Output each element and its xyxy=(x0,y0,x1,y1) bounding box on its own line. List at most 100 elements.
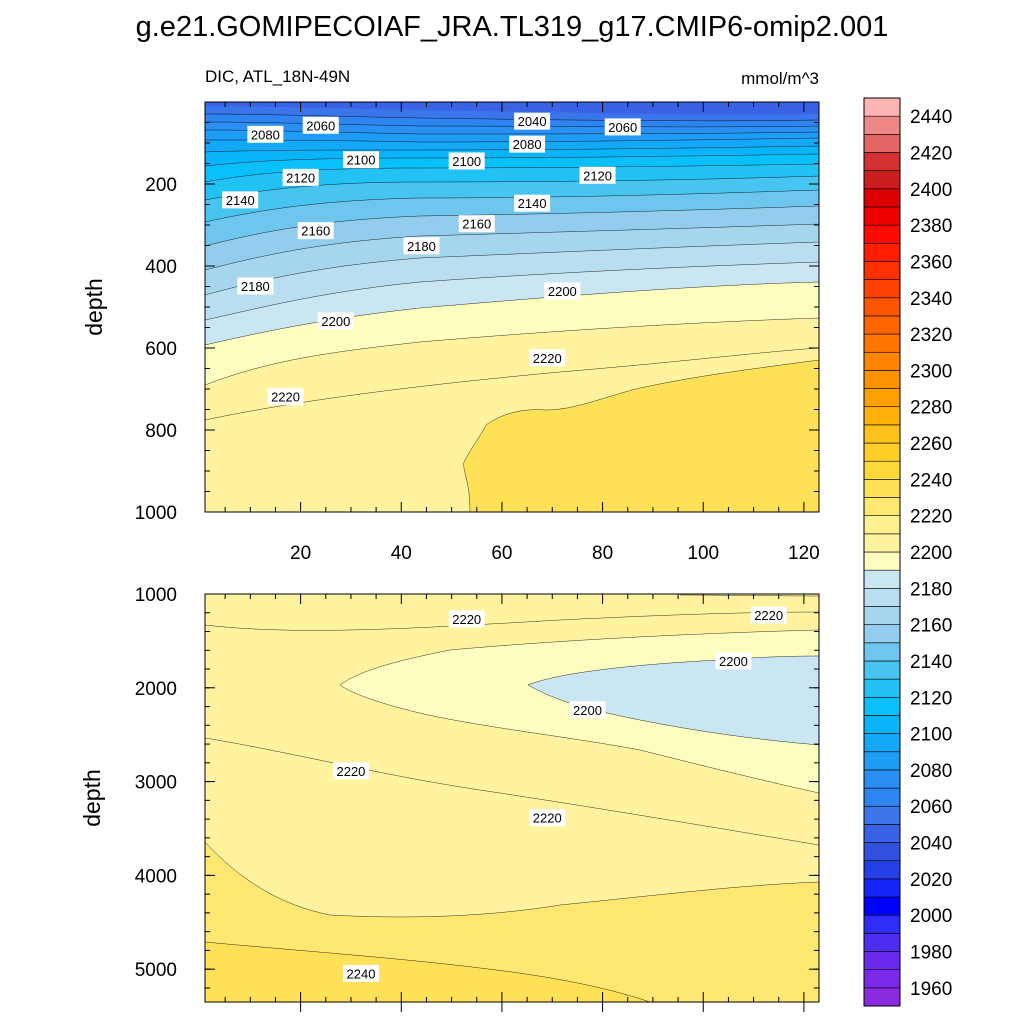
lower-contour-labels: 2220 2220 2200 2200 2220 2220 2240 xyxy=(332,606,787,982)
colorbar-swatch xyxy=(863,406,901,426)
x-tick-label: 40 xyxy=(391,543,412,564)
colorbar-swatch xyxy=(863,678,901,698)
contour-label: 2200 xyxy=(569,701,606,719)
colorbar-tick-label: 2420 xyxy=(910,143,952,164)
contour-label: 2160 xyxy=(297,222,334,240)
contour-label: 2200 xyxy=(317,312,354,330)
colorbar-swatch xyxy=(863,824,901,843)
contour-label-bg xyxy=(282,168,319,186)
colorbar-tick-label: 2240 xyxy=(910,470,952,491)
contour-label-bg xyxy=(343,964,380,982)
colorbar-swatch xyxy=(863,206,901,226)
contour-label: 2080 xyxy=(509,135,546,153)
colorbar-tick-label: 2380 xyxy=(910,216,952,237)
colorbar-swatch xyxy=(863,715,901,734)
contour-label-text: 2220 xyxy=(754,608,783,623)
colorbar-tick-label: 2260 xyxy=(910,434,952,455)
contour-label-text: 2200 xyxy=(573,703,602,718)
contour-label-bg xyxy=(302,116,339,134)
colorbar-swatch xyxy=(863,696,901,716)
upper-y-tick-labels: 200 400 600 800 1000 xyxy=(135,175,177,524)
contour-label-bg xyxy=(579,166,616,184)
colorbar-swatch xyxy=(863,914,901,934)
colorbar-swatch xyxy=(863,333,901,353)
contour-label: 2140 xyxy=(514,194,551,212)
upper-y-axis-label: depth xyxy=(81,278,107,336)
contour-label-text: 2220 xyxy=(533,351,562,366)
contour-label-text: 2180 xyxy=(241,279,270,294)
colorbar-tick-label: 2320 xyxy=(910,325,952,346)
colorbar-swatch xyxy=(863,351,901,371)
colorbar-swatch xyxy=(863,769,901,789)
contour-label: 2220 xyxy=(529,349,566,367)
colorbar-swatch xyxy=(863,624,901,644)
colorbar-tick-label: 2440 xyxy=(910,107,952,128)
contour-label-bg xyxy=(458,215,495,233)
contour-label-bg xyxy=(544,282,581,300)
contour-label: 2040 xyxy=(514,112,551,130)
fill-2250-region xyxy=(463,360,819,512)
colorbar-swatch xyxy=(863,479,901,498)
y-tick-label: 1000 xyxy=(135,585,177,606)
y-tick-label: 600 xyxy=(145,339,177,360)
contour-label-text: 2160 xyxy=(301,224,330,239)
upper-axis-ticks xyxy=(205,101,819,513)
colorbar-swatch xyxy=(863,170,901,190)
colorbar-swatch xyxy=(863,606,901,625)
contour-label-bg xyxy=(332,762,369,780)
colorbar-swatch xyxy=(863,497,901,516)
contour-label: 2060 xyxy=(604,118,641,136)
contour-label: 2180 xyxy=(403,237,440,255)
colorbar-tick-label: 2160 xyxy=(910,616,952,637)
contour-label-bg xyxy=(529,349,566,367)
y-tick-label: 1000 xyxy=(135,503,177,524)
contour-label-bg xyxy=(750,606,787,624)
colorbar-swatch xyxy=(863,733,901,753)
contour-label-text: 2200 xyxy=(719,654,748,669)
colorbar-swatch xyxy=(863,588,901,607)
colorbar-tick-label: 2220 xyxy=(910,507,952,528)
y-tick-label: 3000 xyxy=(135,773,177,794)
colorbar-tick-label: 2020 xyxy=(910,870,952,891)
colorbar-swatch xyxy=(863,424,901,444)
contour-label-text: 2120 xyxy=(583,168,612,183)
contour-label: 2220 xyxy=(332,762,369,780)
contour-label-text: 2080 xyxy=(251,127,280,142)
contour-label-text: 2140 xyxy=(226,193,255,208)
contour-label-bg xyxy=(317,312,354,330)
colorbar-swatch xyxy=(863,896,901,916)
colorbar-swatch xyxy=(863,787,901,807)
contour-label: 2220 xyxy=(750,606,787,624)
colorbar-tick-label: 2200 xyxy=(910,543,952,564)
contour-label: 2100 xyxy=(343,151,380,169)
colorbar-swatch xyxy=(863,370,901,389)
lower-y-axis-label: depth xyxy=(79,769,105,827)
lower-axis-ticks xyxy=(205,593,819,1012)
colorbar-swatch xyxy=(863,388,901,408)
panel-subtitle-left: DIC, ATL_18N-49N xyxy=(205,67,350,86)
y-tick-label: 4000 xyxy=(135,866,177,887)
contour-label-text: 2080 xyxy=(513,137,542,152)
contour-label: 2140 xyxy=(222,191,259,209)
colorbar-tick-label: 2180 xyxy=(910,579,952,600)
x-tick-label: 100 xyxy=(687,543,719,564)
contour-label-text: 2180 xyxy=(407,239,436,254)
colorbar-swatch xyxy=(863,987,901,1007)
fill-2050-band xyxy=(205,102,819,115)
colorbar-swatch xyxy=(863,933,901,952)
contour-label: 2060 xyxy=(302,116,339,134)
x-tick-label: 20 xyxy=(290,543,311,564)
contour-label: 2220 xyxy=(529,809,566,827)
contour-label-text: 2060 xyxy=(306,118,335,133)
colorbar-swatch xyxy=(863,224,901,244)
panel-units-label: mmol/m^3 xyxy=(741,69,819,88)
colorbar-swatch xyxy=(863,279,901,299)
colorbar-tick-label: 1980 xyxy=(910,943,952,964)
lower-plot-frame xyxy=(204,593,820,1003)
contour-label-bg xyxy=(403,237,440,255)
contour-label: 2100 xyxy=(448,152,485,170)
contour-label-bg xyxy=(509,135,546,153)
